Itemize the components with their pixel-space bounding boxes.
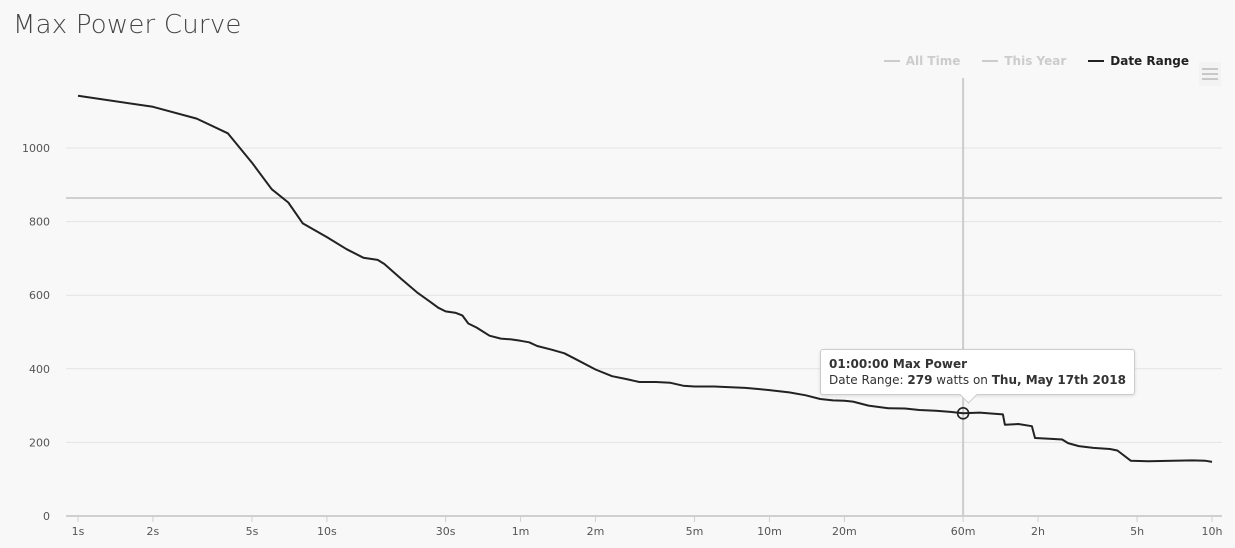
tooltip-value: 279	[907, 373, 933, 387]
x-tick-label: 20m	[832, 525, 857, 538]
legend-label: Date Range	[1110, 54, 1189, 68]
y-tick-label: 0	[43, 510, 50, 523]
hamburger-menu-icon[interactable]	[1199, 62, 1221, 86]
y-tick-label: 200	[29, 436, 50, 449]
legend-label: All Time	[905, 54, 961, 68]
tooltip-body: Date Range: 279 watts on Thu, May 17th 2…	[829, 372, 1126, 388]
grid-lines	[66, 147, 1222, 517]
x-tick-label: 1m	[512, 525, 530, 538]
x-axis: 1s 2s 5s 10s 30s 1m 2m 5m 10m 20m 60m 2h 5h 10h	[72, 517, 1223, 538]
y-tick-label: 1000	[22, 142, 50, 155]
page-title: Max Power Curve	[13, 10, 242, 40]
x-tick-label: 30s	[436, 525, 456, 538]
legend-swatch	[1088, 60, 1105, 62]
y-axis: 0 200 400 600 800 1000	[22, 142, 50, 523]
tooltip-date: Thu, May 17th 2018	[991, 373, 1126, 387]
legend-item-date-range[interactable]: Date Range	[1088, 54, 1189, 68]
legend-swatch	[982, 60, 999, 62]
menu-bar	[1202, 73, 1218, 75]
series-line-date-range[interactable]	[77, 94, 1213, 463]
tooltip-series: Date Range:	[829, 373, 904, 387]
menu-bar	[1202, 78, 1218, 80]
legend-label: This Year	[1004, 54, 1067, 68]
x-tick-label: 5h	[1130, 525, 1144, 538]
y-tick-label: 600	[29, 289, 50, 302]
chart-tooltip: 01:00:00 Max Power Date Range: 279 watts…	[820, 349, 1135, 404]
tooltip-title: 01:00:00 Max Power	[829, 357, 968, 371]
legend-item-this-year[interactable]: This Year	[982, 54, 1066, 68]
y-tick-label: 800	[29, 216, 50, 229]
x-tick-label: 2h	[1031, 525, 1045, 538]
legend-item-all-time[interactable]: All Time	[883, 54, 961, 68]
menu-bar	[1202, 68, 1218, 70]
x-tick-label: 10h	[1202, 525, 1223, 538]
x-tick-label: 2s	[147, 525, 160, 538]
x-tick-label: 2m	[587, 525, 605, 538]
x-tick-label: 5m	[686, 525, 704, 538]
x-tick-label: 10s	[317, 525, 337, 538]
x-tick-label: 1s	[72, 525, 85, 538]
x-tick-label: 10m	[757, 525, 782, 538]
highlight-point[interactable]	[956, 407, 970, 420]
legend-swatch	[883, 60, 900, 62]
y-tick-label: 400	[29, 363, 50, 376]
tooltip-unit: watts on	[936, 373, 988, 387]
chart-legend: All Time This Year Date Range	[883, 54, 1189, 68]
x-tick-label: 5s	[246, 525, 259, 538]
x-tick-label: 60m	[951, 525, 976, 538]
